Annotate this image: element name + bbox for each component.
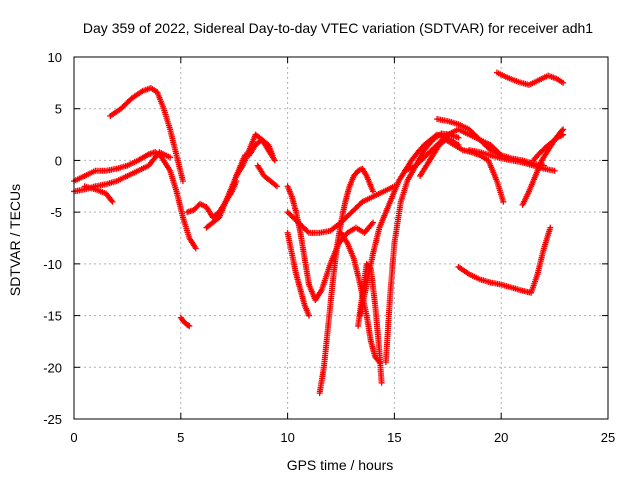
data-point [370,219,377,226]
series-arc-1 [71,149,199,252]
y-axis-ticks: -25 -20 -15 -10 -5 0 5 10 [43,50,608,427]
series-arc-5 [177,314,193,329]
data-point [560,126,567,133]
data-point [179,178,186,185]
series-arc-23 [455,224,554,296]
x-tick-label: 10 [280,430,294,445]
data-point-interp [272,182,279,189]
data-point [455,134,462,141]
grid [74,57,608,419]
data-point [186,322,193,329]
data-point-interp [304,228,311,235]
series-arc-4 [107,85,186,185]
series-arc-2 [71,149,174,195]
data-point [370,188,377,195]
series-arc-10 [254,162,280,190]
series-arc-6 [184,152,248,221]
y-axis-label: SDTVAR / TECUs [7,184,23,296]
data-point [560,79,567,86]
y-tick-label: -5 [50,205,62,220]
x-tick-label: 5 [177,430,184,445]
chart-title: Day 359 of 2022, Sidereal Day-to-day VTE… [83,20,593,36]
data-point [192,245,199,252]
series-arc-24 [493,69,567,88]
data-point-interp [486,145,493,152]
data-point [273,183,280,190]
x-tick-label: 15 [387,430,401,445]
x-axis-ticks: 0 5 10 15 20 25 [70,57,615,445]
y-tick-label: 0 [55,153,62,168]
series-arc-13 [284,183,398,236]
data-point [167,154,174,161]
data-point [109,198,116,205]
series-arc-7 [203,178,240,231]
series-arc-3 [81,183,116,205]
series-arc-18 [382,130,462,366]
series-arc-9 [246,136,276,159]
y-tick-label: -25 [43,412,62,427]
series-arc-12 [284,229,312,319]
data-points [71,69,567,397]
y-tick-label: -15 [43,309,62,324]
series-arc-11 [284,183,377,304]
series-arc-26 [530,131,567,164]
data-point [500,198,507,205]
x-tick-label: 0 [70,430,77,445]
plot-frame [73,56,609,420]
data-point [547,224,554,231]
series-arc-14 [316,165,377,397]
data-point [378,379,385,386]
data-point [305,312,312,319]
data-point-interp [358,200,365,207]
data-point [560,131,567,138]
data-point [271,157,278,164]
x-tick-label: 25 [601,430,615,445]
data-point-interp [443,132,450,139]
y-tick-label: 10 [48,50,62,65]
x-axis-label: GPS time / hours [287,457,394,473]
data-point [269,152,276,159]
x-tick-label: 20 [494,430,508,445]
data-point [233,178,240,185]
data-point [551,167,558,174]
y-tick-label: -20 [43,360,62,375]
y-tick-label: -10 [43,257,62,272]
y-tick-label: 5 [55,102,62,117]
